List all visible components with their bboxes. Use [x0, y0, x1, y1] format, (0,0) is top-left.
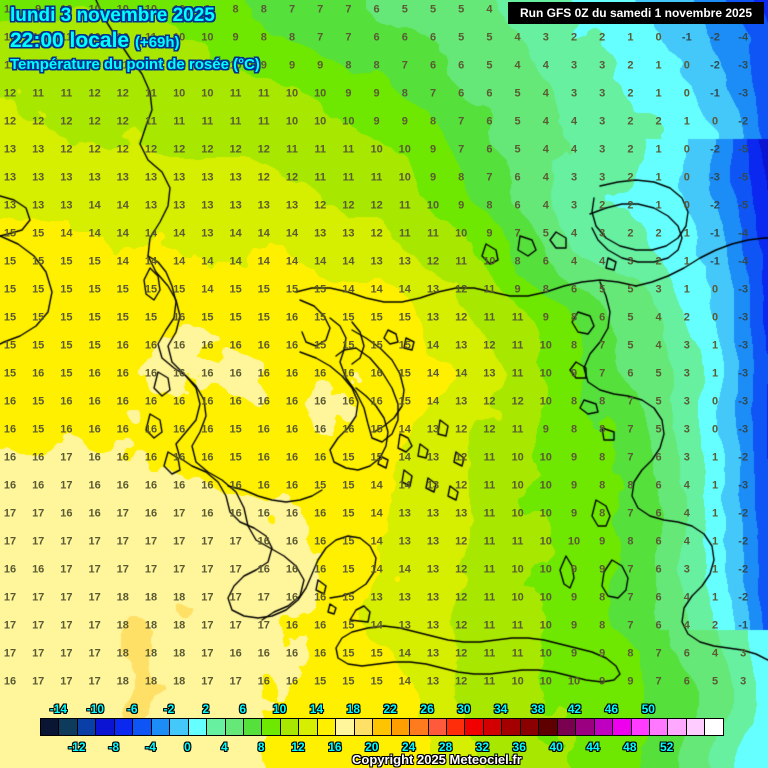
legend-tick-top: -14 [49, 702, 68, 716]
legend-swatch [483, 719, 503, 735]
legend-tick-bottom: -12 [68, 740, 86, 754]
legend-swatch [410, 719, 429, 735]
forecast-time-text: 22:00 locale [10, 29, 130, 52]
legend-tick-top: 46 [604, 702, 619, 716]
legend-tick-bottom: 28 [438, 740, 453, 754]
legend-swatch [207, 719, 226, 735]
legend-swatch [317, 719, 337, 735]
legend-tick-top: 42 [567, 702, 582, 716]
legend-swatch [41, 719, 60, 735]
legend-tick-top: 38 [530, 702, 545, 716]
forecast-time-label: 22:00 locale (+69h) [10, 29, 180, 53]
legend-swatch [354, 719, 374, 735]
color-scale-bar [40, 718, 724, 736]
legend-swatch [576, 719, 595, 735]
legend-swatch [594, 719, 614, 735]
parameter-label: Température du point de rosée (°C) [10, 56, 260, 73]
legend-tick-top: 10 [272, 702, 287, 716]
legend-tick-bottom: 16 [328, 740, 342, 754]
color-scale-legend: -14 -10 -6 -2 2 6 10 14 18 22 26 30 34 38 42 46 50 -12 -8-… [0, 700, 768, 768]
legend-swatch [446, 719, 466, 735]
legend-tick-bottom: 32 [475, 740, 490, 754]
legend-swatch [77, 719, 97, 735]
legend-tick-top: 22 [383, 702, 397, 716]
legend-tick-bottom: 12 [291, 740, 305, 754]
legend-tick-bottom: 24 [401, 740, 416, 754]
legend-swatch [373, 719, 392, 735]
legend-tick-top: -2 [163, 702, 175, 716]
legend-swatch [649, 719, 669, 735]
legend-swatch [502, 719, 521, 735]
legend-tick-bottom: 4 [220, 740, 228, 754]
forecast-date-label: lundi 3 novembre 2025 [10, 5, 215, 26]
forecast-offset-text: (+69h) [134, 34, 180, 51]
legend-tick-bottom: 48 [623, 740, 637, 754]
legend-tick-top: 14 [309, 702, 324, 716]
legend-swatch [262, 719, 281, 735]
legend-swatch [133, 719, 152, 735]
legend-swatch [465, 719, 484, 735]
legend-swatch [96, 719, 115, 735]
legend-swatch [280, 719, 300, 735]
legend-tick-top: 30 [457, 702, 471, 716]
legend-swatch [686, 719, 706, 735]
legend-swatch [631, 719, 650, 735]
legend-tick-bottom: 44 [586, 740, 600, 754]
legend-swatch [170, 719, 189, 735]
legend-tick-top: 26 [420, 702, 434, 716]
legend-tick-top: 2 [202, 702, 210, 716]
legend-swatch [613, 719, 632, 735]
legend-tick-bottom: 36 [512, 740, 526, 754]
legend-tick-bottom: 8 [257, 740, 265, 754]
legend-tick-top: -6 [126, 702, 138, 716]
model-run-badge: Run GFS 0Z du samedi 1 novembre 2025 [508, 2, 764, 24]
copyright-label: Copyright 2025 Meteociel.fr [352, 752, 522, 767]
legend-tick-top: 34 [494, 702, 508, 716]
legend-swatch [225, 719, 244, 735]
legend-swatch [705, 719, 723, 735]
legend-swatch [299, 719, 318, 735]
legend-swatch [114, 719, 134, 735]
legend-swatch [520, 719, 540, 735]
legend-tick-top: 6 [239, 702, 247, 716]
legend-tick-bottom: -8 [108, 740, 120, 754]
legend-tick-top: 18 [346, 702, 361, 716]
legend-swatch [539, 719, 558, 735]
legend-tick-bottom: 52 [660, 740, 674, 754]
legend-tick-bottom: 0 [184, 740, 191, 754]
legend-swatch [668, 719, 687, 735]
legend-tick-top: -10 [86, 702, 104, 716]
legend-swatch [151, 719, 171, 735]
legend-tick-bottom: -4 [145, 740, 156, 754]
legend-swatch [391, 719, 411, 735]
legend-tick-top: 50 [641, 702, 655, 716]
legend-swatch [336, 719, 355, 735]
legend-swatch [59, 719, 78, 735]
legend-swatch [188, 719, 208, 735]
legend-swatch [243, 719, 263, 735]
legend-swatch [557, 719, 577, 735]
legend-tick-bottom: 20 [365, 740, 379, 754]
legend-swatch [428, 719, 447, 735]
legend-tick-bottom: 40 [549, 740, 563, 754]
